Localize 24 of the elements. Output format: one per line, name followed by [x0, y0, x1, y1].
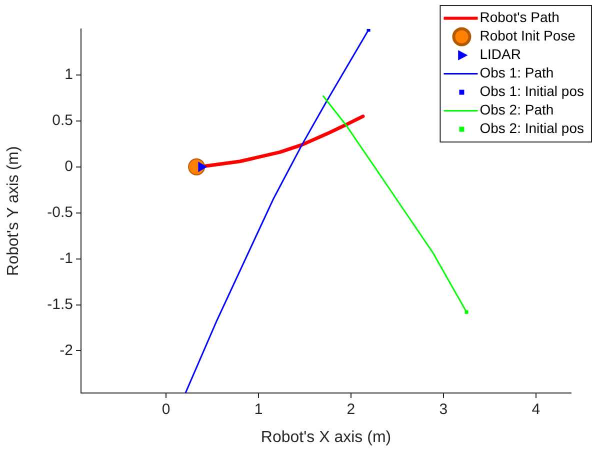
y-axis-title: Robot's Y axis (m) — [5, 146, 22, 276]
y-tick-label: 0 — [64, 158, 73, 176]
y-tick-label: -2 — [60, 342, 73, 359]
point — [366, 29, 370, 32]
legend-label: Robot's Path — [480, 9, 560, 26]
y-tick-label: -1 — [60, 250, 73, 267]
x-tick-label: 3 — [439, 401, 448, 418]
point — [198, 162, 208, 172]
point — [464, 310, 468, 314]
x-tick-label: 1 — [254, 401, 263, 418]
x-tick-label: 2 — [346, 401, 356, 418]
legend-label: LIDAR — [480, 46, 521, 62]
legend-label: Obs 2: Path — [480, 102, 554, 118]
legend-label: Obs 1: Path — [480, 64, 554, 81]
legend-label: Obs 2: Initial pos — [480, 120, 584, 136]
legend-label: Robot Init Pose — [480, 28, 576, 44]
y-tick-label: -0.5 — [47, 204, 73, 221]
y-tick-label: 1 — [64, 66, 73, 84]
y-tick-label: -1.5 — [47, 296, 73, 313]
x-tick-label: 0 — [162, 401, 170, 418]
y-tick-label: 0.5 — [52, 112, 73, 130]
x-axis-title: Robot's X axis (m) — [260, 428, 392, 446]
x-tick-label: 4 — [532, 401, 540, 418]
legend-label: Obs 1: Initial pos — [480, 83, 584, 100]
